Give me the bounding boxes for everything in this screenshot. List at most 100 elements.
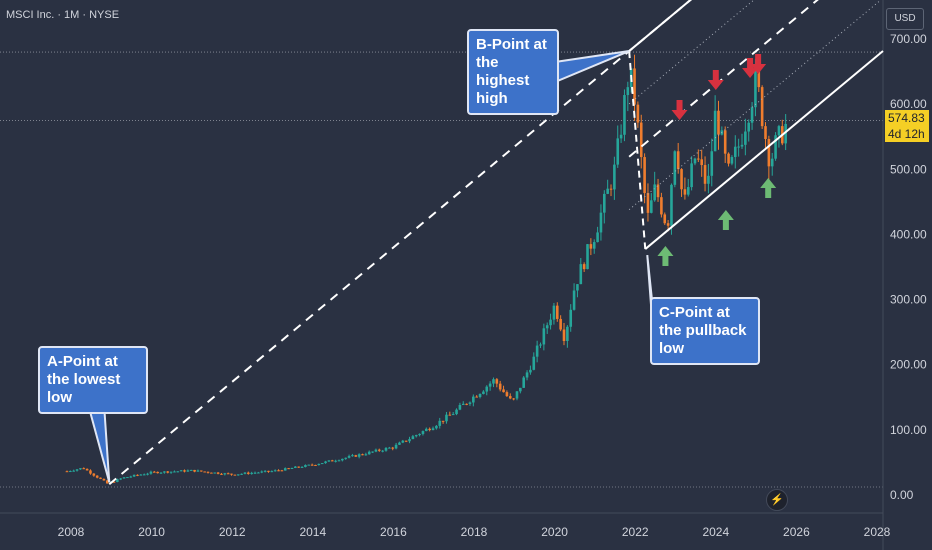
candle-body [374,449,378,452]
candle-body [381,450,384,452]
candle-body [663,214,667,224]
candle-body [149,471,153,474]
time-tick-label: 2012 [219,525,246,539]
candle-body [102,478,106,481]
candle-body [250,472,253,474]
candle-body [451,414,455,416]
candle-body [330,460,334,462]
candle-body [85,468,89,471]
price-tick-label: 600.00 [890,97,927,111]
candle-body [411,436,415,440]
price-tick-label: 100.00 [890,423,927,437]
candle-body [418,433,421,436]
candle-body [495,379,499,384]
currency-button[interactable]: USD [886,8,924,30]
candle-body [357,454,361,457]
candle-body [200,470,203,472]
candle-body [707,175,710,184]
candles-group [65,54,787,484]
lower-channel-line [644,50,884,250]
candle-body [784,123,787,144]
candle-body [713,110,717,152]
candle-body [448,414,452,416]
candle-body [774,135,777,159]
a-point-callout: A-Point at the lowest low [38,346,148,414]
candle-body [152,471,156,473]
green-up-arrow-icon [717,210,734,230]
bc-retrace-dashed-line [628,50,647,250]
candle-body [636,104,640,123]
candle-body [354,455,358,457]
candle-body [572,290,576,310]
candle-body [435,425,438,429]
candle-body [314,464,317,466]
candle-body [351,455,354,457]
candle-body [116,479,119,482]
candle-body [210,472,213,474]
candle-body [169,471,173,473]
time-tick-label: 2018 [461,525,488,539]
candle-body [243,472,247,474]
lightning-icon[interactable]: ⚡ [766,489,788,511]
candle-body [767,139,771,167]
candle-body [532,356,536,370]
candle-body [700,159,703,166]
candle-body [515,391,519,399]
candle-body [492,379,495,384]
candle-body [317,463,321,465]
candle-body [347,456,351,458]
candle-body [535,345,539,357]
candle-body [512,398,515,400]
candle-body [599,212,603,233]
candle-body [549,319,552,326]
candle-body [744,131,747,145]
candle-body [189,469,193,471]
candle-body [461,403,465,405]
candle-body [112,481,116,483]
time-tick-label: 2014 [299,525,326,539]
candle-body [240,473,243,475]
price-tick-label: 300.00 [890,293,927,307]
candle-body [136,474,139,476]
candle-body [341,458,344,461]
candle-body [226,473,230,475]
candle-body [253,472,257,474]
candle-body [623,95,626,135]
candle-body [690,163,693,188]
candle-body [290,467,294,469]
candle-body [394,444,398,449]
candle-body [206,471,210,473]
candle-body [519,387,522,392]
candle-body [569,309,573,327]
price-tick-label: 0.00 [890,488,914,502]
candle-body [95,475,99,478]
candle-body [717,110,720,135]
candle-body [216,472,220,474]
candle-body [472,396,475,403]
candle-body [619,134,623,139]
candle-body [327,460,331,462]
candle-body [697,158,700,160]
candle-body [680,169,683,190]
candle-body [592,242,596,249]
candle-body [203,471,206,473]
candle-body [122,477,126,479]
time-tick-label: 2008 [58,525,85,539]
candle-body [300,466,304,468]
candle-body [737,146,740,148]
candle-body [283,468,287,471]
candle-body [79,468,82,470]
candle-body [582,264,586,270]
candle-body [425,428,428,432]
candle-body [488,383,492,387]
candle-body [555,305,559,319]
candle-body [616,138,620,165]
candle-body [126,477,129,479]
candle-body [287,468,290,470]
candle-body [660,197,663,215]
candle-body [639,122,643,158]
candle-body [603,193,606,213]
candle-body [579,264,583,285]
candle-body [129,476,133,478]
